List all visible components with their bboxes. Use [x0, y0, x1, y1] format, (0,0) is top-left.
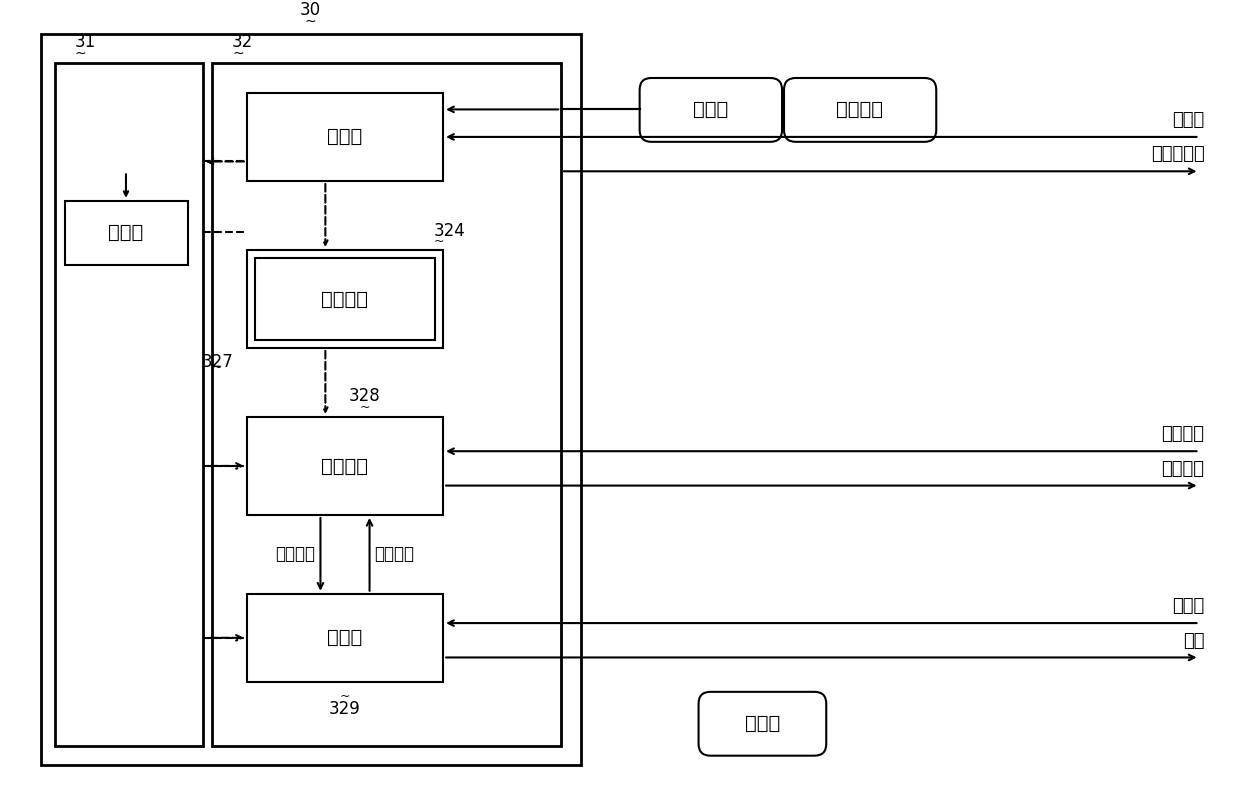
- Text: ~: ~: [305, 15, 316, 29]
- Bar: [247, 594, 443, 682]
- Bar: [247, 93, 443, 181]
- Bar: [56, 63, 202, 746]
- Text: 写完成通告: 写完成通告: [1151, 145, 1204, 163]
- Bar: [64, 201, 187, 265]
- Text: 31: 31: [74, 33, 97, 52]
- Bar: [254, 258, 435, 340]
- Bar: [247, 417, 443, 515]
- Text: 329: 329: [329, 699, 361, 718]
- Text: 检验信息: 检验信息: [836, 100, 883, 119]
- Bar: [247, 250, 443, 348]
- Text: ~: ~: [212, 361, 222, 374]
- Text: 真数据: 真数据: [108, 223, 144, 242]
- Text: 327: 327: [201, 353, 233, 371]
- Text: 写部分: 写部分: [327, 128, 362, 147]
- Bar: [212, 63, 560, 746]
- Text: ~: ~: [232, 46, 244, 60]
- Text: 检验请求: 检验请求: [275, 546, 315, 563]
- Text: 32: 32: [232, 33, 253, 52]
- Text: 写请求: 写请求: [1172, 111, 1204, 129]
- Text: 读请求: 读请求: [1172, 597, 1204, 615]
- Text: 检验结果: 检验结果: [374, 546, 414, 563]
- Text: 检验结果: 检验结果: [1162, 460, 1204, 477]
- Text: ~: ~: [434, 235, 444, 248]
- Text: 检验部分: 检验部分: [321, 457, 368, 476]
- Text: 328: 328: [348, 387, 381, 405]
- Text: 真数据: 真数据: [693, 100, 728, 119]
- Text: 324: 324: [434, 222, 465, 240]
- Text: 真数据: 真数据: [745, 714, 780, 733]
- Text: 检验请求: 检验请求: [1162, 425, 1204, 443]
- Text: ~: ~: [360, 401, 370, 414]
- Text: ~: ~: [74, 46, 87, 60]
- FancyBboxPatch shape: [640, 78, 782, 142]
- Text: 检验信息: 检验信息: [321, 289, 368, 308]
- Bar: [41, 34, 580, 765]
- Text: ~: ~: [340, 690, 350, 703]
- Text: 读部分: 读部分: [327, 628, 362, 647]
- Text: 30: 30: [300, 1, 321, 19]
- FancyBboxPatch shape: [784, 78, 936, 142]
- FancyBboxPatch shape: [698, 691, 826, 756]
- Text: 读出: 读出: [1183, 631, 1204, 649]
